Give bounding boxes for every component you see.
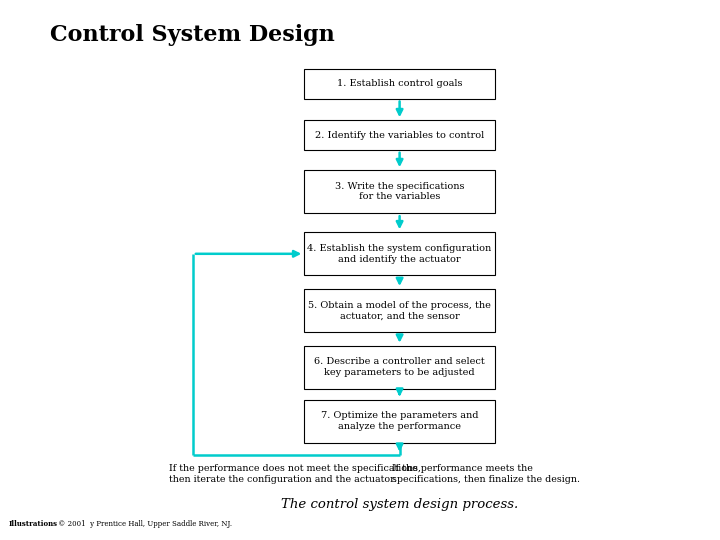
Text: 5. Obtain a model of the process, the
actuator, and the sensor: 5. Obtain a model of the process, the ac…: [308, 301, 491, 320]
FancyBboxPatch shape: [305, 120, 495, 150]
Text: Control System Design: Control System Design: [50, 24, 335, 46]
Text: 6. Describe a controller and select
key parameters to be adjusted: 6. Describe a controller and select key …: [314, 357, 485, 377]
FancyBboxPatch shape: [305, 289, 495, 332]
FancyBboxPatch shape: [305, 346, 495, 389]
Text: The control system design process.: The control system design process.: [281, 498, 518, 511]
FancyBboxPatch shape: [305, 400, 495, 443]
Text: 4. Establish the system configuration
and identify the actuator: 4. Establish the system configuration an…: [307, 244, 492, 264]
Text: If the performance does not meet the specifications,
then iterate the configurat: If the performance does not meet the spe…: [169, 464, 421, 484]
FancyBboxPatch shape: [305, 232, 495, 275]
Text: Illustrations: Illustrations: [9, 520, 58, 528]
Text: If the performance meets the
specifications, then finalize the design.: If the performance meets the specificati…: [392, 464, 580, 484]
Text: 7. Optimize the parameters and
analyze the performance: 7. Optimize the parameters and analyze t…: [321, 411, 478, 431]
Text: © 2001  y Prentice Hall, Upper Saddle River, NJ.: © 2001 y Prentice Hall, Upper Saddle Riv…: [56, 520, 233, 528]
FancyBboxPatch shape: [305, 69, 495, 98]
Text: 1. Establish control goals: 1. Establish control goals: [337, 79, 462, 88]
Text: 3. Write the specifications
for the variables: 3. Write the specifications for the vari…: [335, 182, 464, 201]
Text: 2. Identify the variables to control: 2. Identify the variables to control: [315, 131, 485, 139]
FancyBboxPatch shape: [305, 170, 495, 213]
